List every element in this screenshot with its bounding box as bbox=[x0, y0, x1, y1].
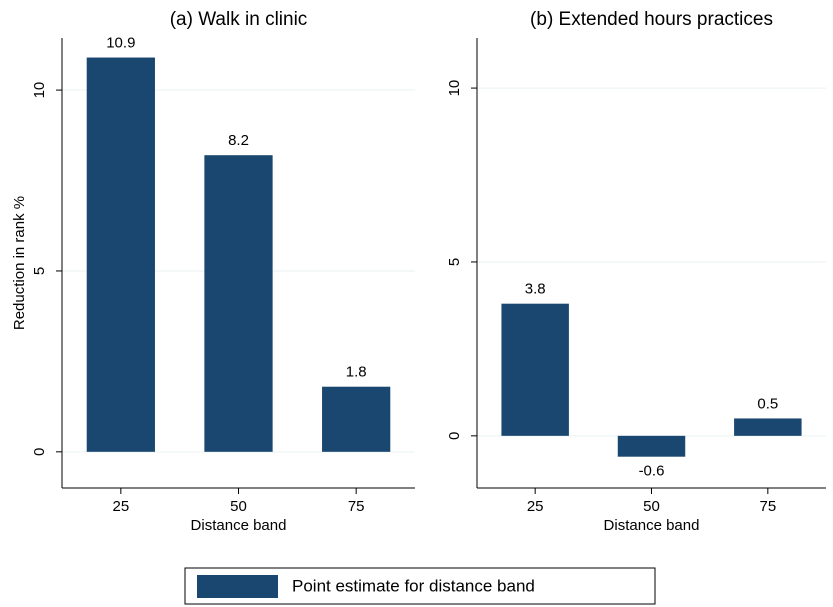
value-label: -0.6 bbox=[639, 463, 665, 480]
y-tick-label: 5 bbox=[446, 258, 463, 266]
y-tick-label: 0 bbox=[446, 432, 463, 440]
bar bbox=[501, 303, 569, 436]
x-tick-label: 25 bbox=[112, 498, 129, 515]
y-tick-label: 10 bbox=[446, 80, 463, 97]
value-label: 3.8 bbox=[525, 281, 546, 298]
x-tick-label: 75 bbox=[348, 498, 365, 515]
chart-title: (a) Walk in clinic bbox=[170, 9, 308, 30]
bar bbox=[322, 386, 391, 452]
y-axis-label: Reduction in rank % bbox=[11, 196, 28, 330]
y-tick-label: 0 bbox=[31, 448, 48, 456]
bar bbox=[734, 418, 802, 436]
bar bbox=[86, 57, 155, 452]
x-axis-label: Distance band bbox=[604, 517, 700, 534]
legend-swatch bbox=[197, 575, 278, 598]
x-axis-label: Distance band bbox=[191, 517, 287, 534]
y-tick-label: 10 bbox=[31, 82, 48, 99]
chart-title: (b) Extended hours practices bbox=[530, 9, 773, 30]
x-tick-label: 50 bbox=[643, 498, 660, 515]
x-tick-label: 25 bbox=[527, 498, 544, 515]
legend-label: Point estimate for distance band bbox=[292, 576, 535, 595]
y-tick-label: 5 bbox=[31, 267, 48, 275]
value-label: 0.5 bbox=[757, 395, 778, 412]
value-label: 10.9 bbox=[106, 35, 135, 52]
value-label: 8.2 bbox=[228, 132, 249, 149]
bar bbox=[204, 155, 273, 452]
value-label: 1.8 bbox=[346, 364, 367, 381]
bar bbox=[617, 435, 686, 457]
x-tick-label: 75 bbox=[759, 498, 776, 515]
x-tick-label: 50 bbox=[230, 498, 247, 515]
